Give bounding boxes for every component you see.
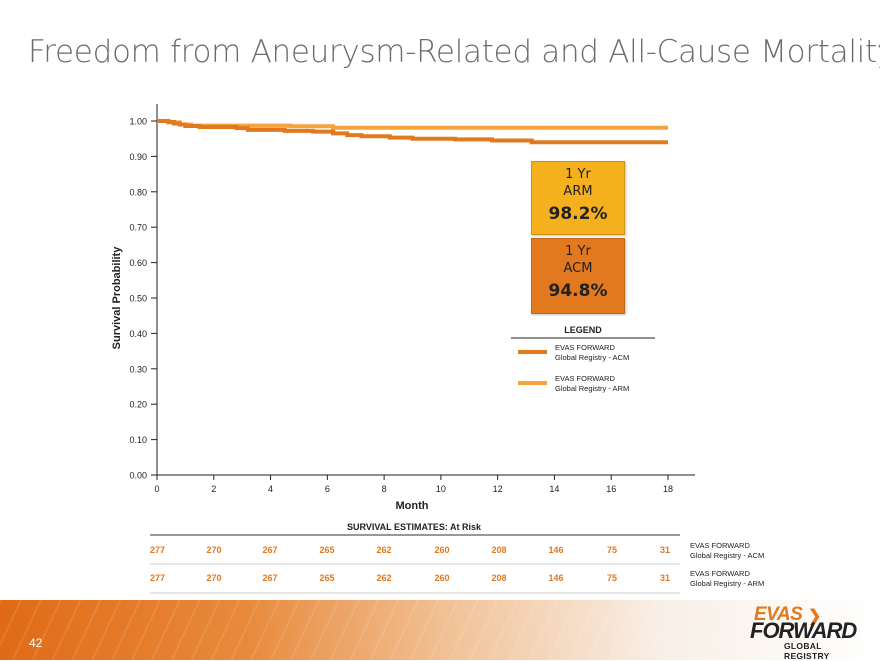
page-title: Freedom from Aneurysm-Related and All-Ca…: [28, 34, 880, 70]
at-risk-cell-r0-c1: 270: [206, 545, 221, 555]
x-tick-label-9: 18: [663, 484, 673, 494]
arm-box-value: 98.2%: [548, 204, 608, 224]
y-tick-label-6: 0.60: [129, 258, 147, 268]
at-risk-cell-r1-c5: 260: [434, 573, 449, 583]
x-tick-label-1: 2: [211, 484, 216, 494]
logo-evas-text: EVAS: [754, 604, 803, 625]
at-risk-row-label-1-line2: Global Registry - ARM: [690, 579, 764, 588]
x-tick-label-7: 14: [549, 484, 559, 494]
x-tick-label-8: 16: [606, 484, 616, 494]
legend-title: LEGEND: [564, 325, 602, 335]
at-risk-cell-r1-c6: 208: [491, 573, 506, 583]
y-axis-label: Survival Probability: [111, 246, 123, 350]
y-tick-label-7: 0.70: [129, 223, 147, 233]
x-tick-label-6: 12: [493, 484, 503, 494]
at-risk-title: SURVIVAL ESTIMATES: At Risk: [347, 522, 482, 532]
arm-box-line2: ARM: [563, 184, 593, 199]
evas-forward-logo: EVAS ❯ FORWARD GLOBAL REGISTRY: [746, 604, 868, 661]
y-tick-label-0: 0.00: [129, 471, 147, 481]
at-risk-cell-r1-c4: 262: [376, 573, 391, 583]
at-risk-cell-r1-c2: 267: [262, 573, 277, 583]
at-risk-cell-r0-c7: 146: [548, 545, 563, 555]
y-tick-label-5: 0.50: [129, 294, 147, 304]
logo-chevron-icon: ❯: [808, 608, 822, 625]
y-tick-label-4: 0.40: [129, 329, 147, 339]
legend-label-1-line1: EVAS FORWARD: [555, 374, 615, 383]
y-tick-label-10: 1.00: [129, 117, 147, 127]
y-tick-label-1: 0.10: [129, 435, 147, 445]
at-risk-cell-r0-c4: 262: [376, 545, 391, 555]
survival-chart: 0.00 0.10 0.20 0.30 0.40 0.50 0.60 0.70 0.80 0.90…: [111, 104, 764, 594]
legend-label-0-line2: Global Registry - ACM: [555, 353, 629, 362]
at-risk-cell-r0-c9: 31: [660, 545, 670, 555]
y-tick-label-3: 0.30: [129, 364, 147, 374]
at-risk-cell-r1-c9: 31: [660, 573, 670, 583]
at-risk-cell-r1-c3: 265: [319, 573, 334, 583]
footer-band: [0, 600, 880, 660]
at-risk-cell-r1-c1: 270: [206, 573, 221, 583]
logo-global-registry-text: GLOBAL REGISTRY: [784, 641, 830, 661]
x-axis-label: Month: [396, 500, 429, 512]
acm-box-line2: ACM: [563, 261, 593, 276]
arm-1yr-box: 1 Yr ARM 98.2%: [531, 161, 625, 235]
legend-label-0-line1: EVAS FORWARD: [555, 343, 615, 352]
at-risk-cell-r0-c0: 277: [150, 545, 165, 555]
at-risk-row-label-1-line1: EVAS FORWARD: [690, 569, 750, 578]
at-risk-row-label-0-line2: Global Registry - ACM: [690, 551, 764, 560]
acm-box-line1: 1 Yr: [565, 244, 591, 259]
x-tick-label-3: 6: [325, 484, 330, 494]
at-risk-row-label-0-line1: EVAS FORWARD: [690, 541, 750, 550]
arm-box-line1: 1 Yr: [565, 167, 591, 182]
page-number: 42: [29, 636, 43, 650]
at-risk-cell-r0-c5: 260: [434, 545, 449, 555]
at-risk-cell-r1-c7: 146: [548, 573, 563, 583]
acm-1yr-box: 1 Yr ACM 94.8%: [531, 238, 625, 314]
logo-forward-text: FORWARD: [750, 618, 857, 643]
at-risk-cell-r0-c2: 267: [262, 545, 277, 555]
x-tick-label-0: 0: [154, 484, 159, 494]
at-risk-cell-r1-c8: 75: [607, 573, 617, 583]
acm-box-value: 94.8%: [548, 281, 608, 301]
at-risk-cell-r0-c3: 265: [319, 545, 334, 555]
at-risk-cell-r0-c8: 75: [607, 545, 617, 555]
y-tick-label-8: 0.80: [129, 187, 147, 197]
at-risk-cell-r0-c6: 208: [491, 545, 506, 555]
legend-label-1-line2: Global Registry - ARM: [555, 384, 629, 393]
x-tick-label-2: 4: [268, 484, 273, 494]
x-tick-label-5: 10: [436, 484, 446, 494]
y-tick-label-9: 0.90: [129, 152, 147, 162]
x-tick-label-4: 8: [382, 484, 387, 494]
at-risk-cell-r1-c0: 277: [150, 573, 165, 583]
series-line-acm: [157, 119, 668, 145]
y-tick-label-2: 0.20: [129, 400, 147, 410]
